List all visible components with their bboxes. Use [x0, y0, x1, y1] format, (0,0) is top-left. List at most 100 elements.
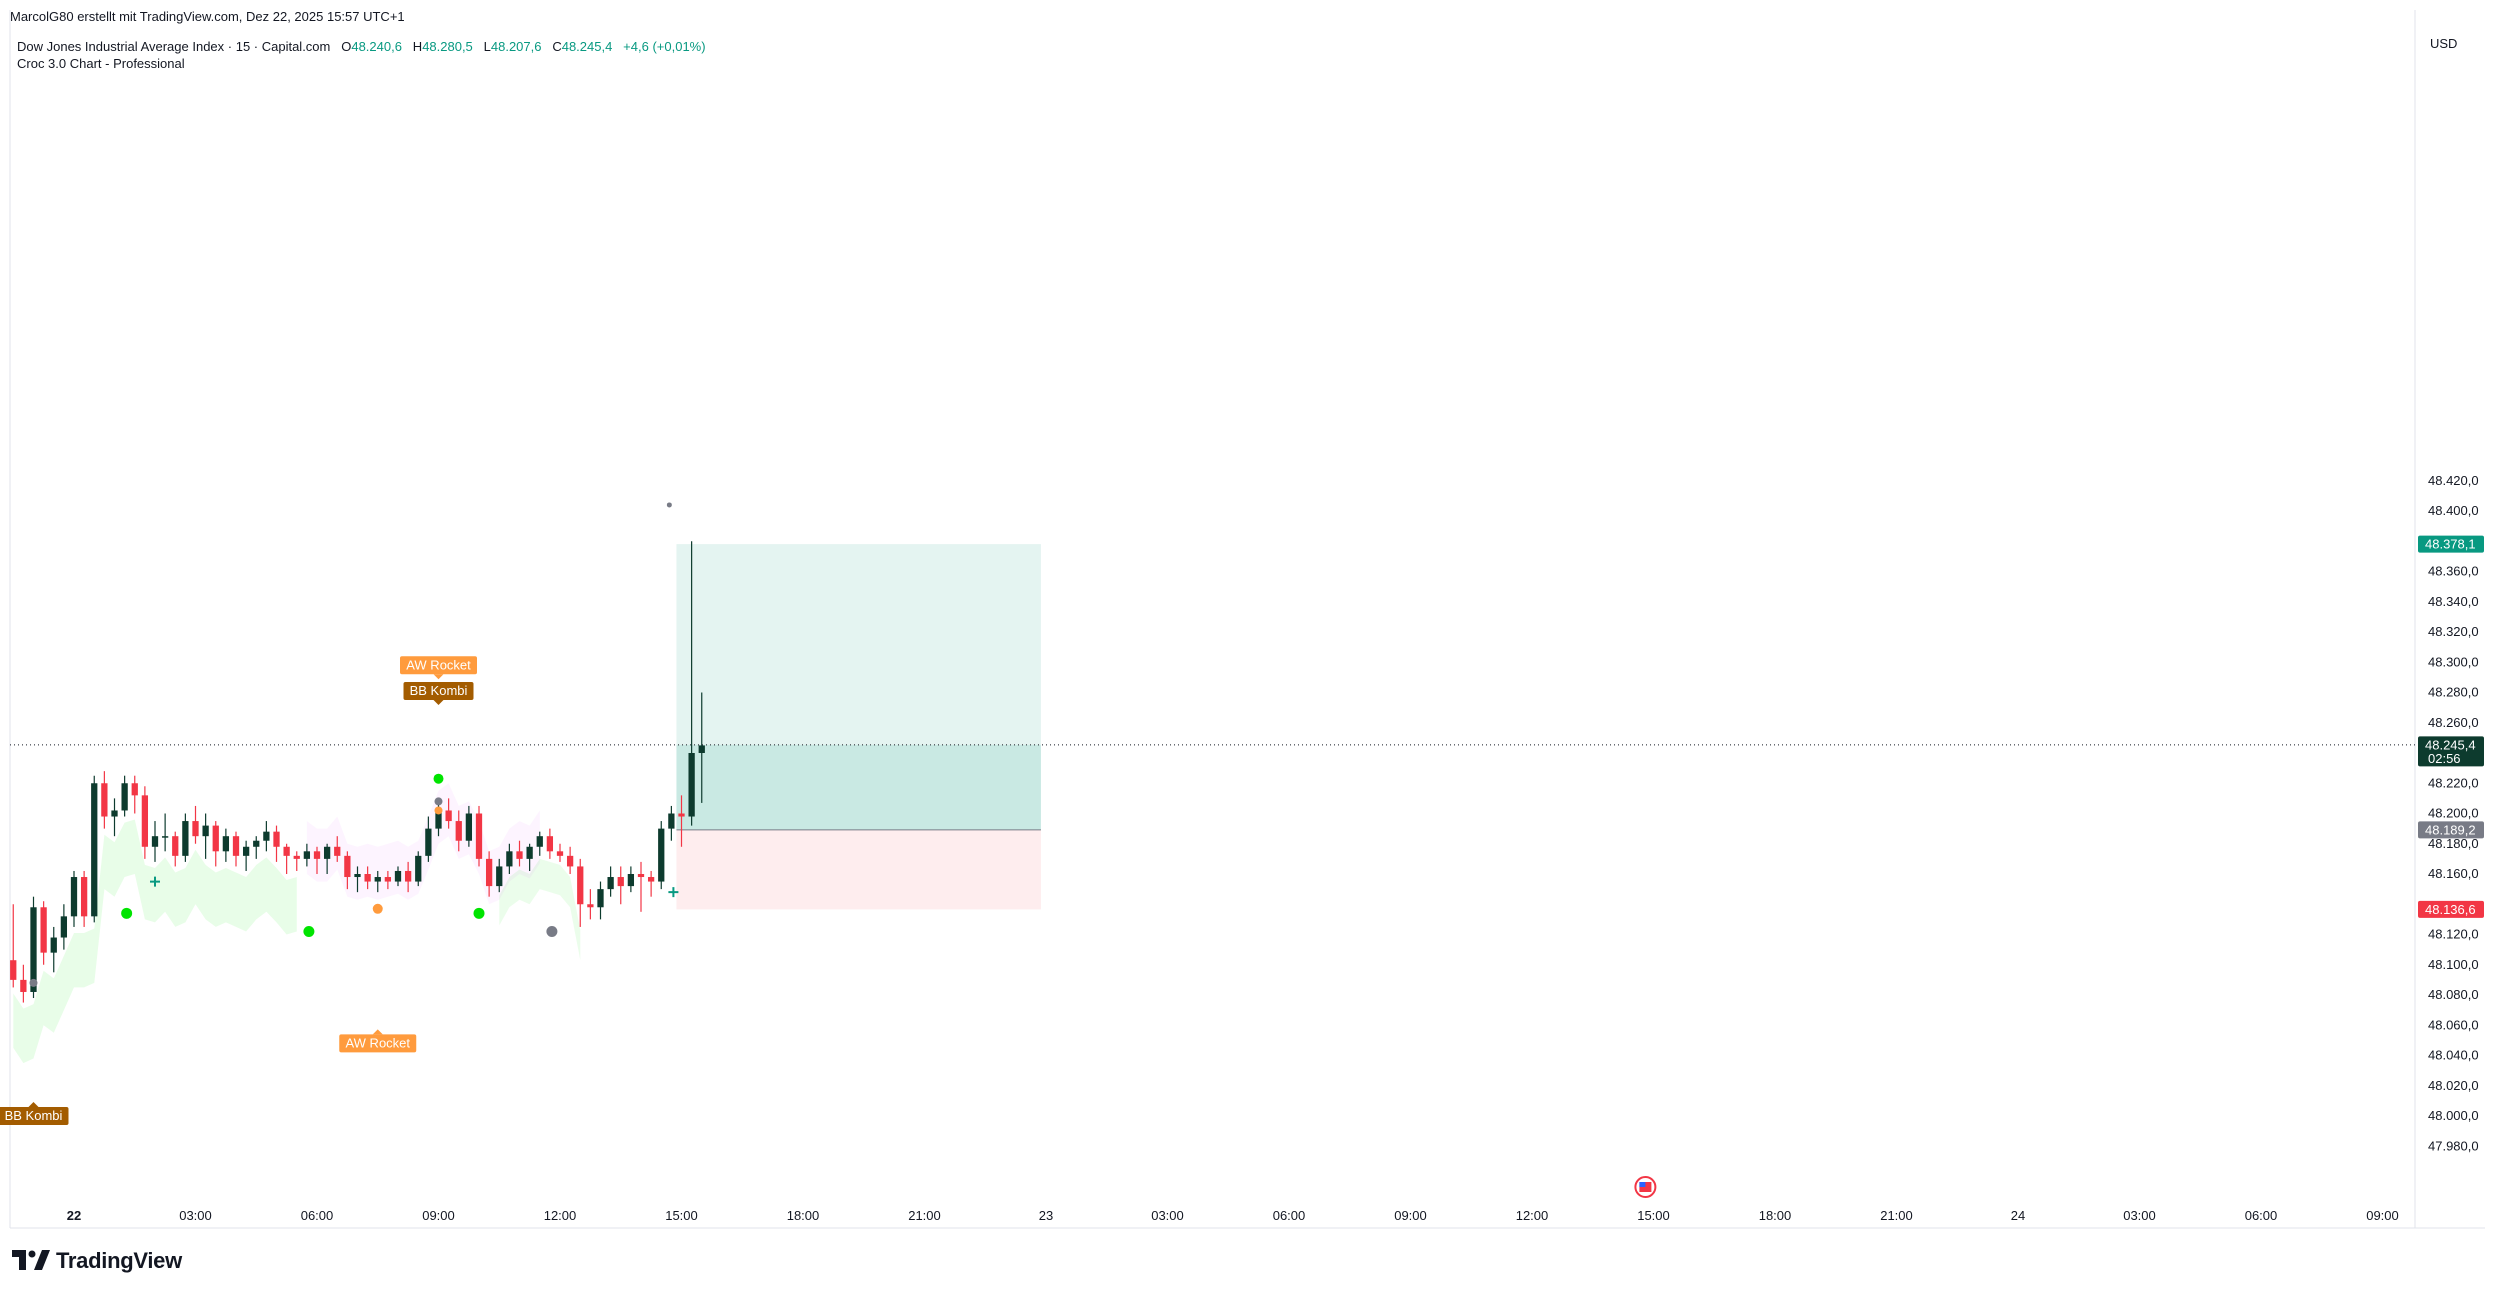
candle[interactable]: [91, 775, 98, 923]
candle[interactable]: [141, 786, 149, 859]
candle[interactable]: [192, 805, 199, 844]
candle[interactable]: [516, 840, 523, 867]
candle[interactable]: [60, 904, 68, 950]
candle[interactable]: [678, 795, 685, 847]
target-zone[interactable]: [676, 544, 1041, 830]
candle[interactable]: [587, 889, 594, 920]
candle[interactable]: [323, 843, 331, 874]
long-position-tool[interactable]: [676, 544, 1041, 910]
candle[interactable]: [688, 541, 695, 826]
candle[interactable]: [445, 798, 452, 829]
last-price-tag[interactable]: 48.245,402:56: [2418, 736, 2484, 767]
candle[interactable]: [465, 805, 473, 847]
profit-fill: [676, 744, 1041, 830]
candle[interactable]: [566, 846, 574, 874]
candles[interactable]: [10, 541, 705, 1003]
candle[interactable]: [384, 870, 392, 890]
candle[interactable]: [637, 861, 645, 912]
high-value: 48.280,5: [422, 39, 473, 54]
candle-body: [364, 874, 371, 882]
candle[interactable]: [607, 866, 614, 897]
price-axis[interactable]: 48.420,0 48.400,0 48.360,0 48.340,0 48.320,0…: [2418, 473, 2484, 1154]
us-flag-event-icon[interactable]: [1634, 1176, 1657, 1198]
candle[interactable]: [182, 813, 189, 862]
candle[interactable]: [253, 836, 260, 859]
candle[interactable]: [364, 866, 371, 890]
candle[interactable]: [232, 831, 240, 867]
indicator-name[interactable]: Croc 3.0 Chart - Professional: [17, 56, 185, 71]
candle[interactable]: [131, 775, 138, 814]
currency-label[interactable]: USD: [2430, 36, 2458, 51]
candle[interactable]: [475, 805, 483, 867]
candle[interactable]: [354, 866, 361, 893]
candle[interactable]: [40, 901, 47, 965]
candle[interactable]: [334, 836, 341, 862]
candle[interactable]: [161, 813, 169, 852]
candle[interactable]: [263, 821, 270, 852]
price-tick-label: 48.180,0: [2428, 836, 2479, 851]
candle[interactable]: [668, 805, 675, 841]
candle-body: [597, 889, 604, 908]
signal-dot: [666, 502, 672, 508]
candle[interactable]: [222, 828, 230, 862]
candle[interactable]: [80, 870, 88, 927]
candle[interactable]: [121, 775, 128, 817]
candle[interactable]: [101, 771, 108, 829]
candle[interactable]: [202, 813, 209, 859]
candle[interactable]: [283, 843, 290, 874]
time-tick-label: 12:00: [544, 1208, 577, 1223]
candle[interactable]: [273, 825, 280, 862]
candle[interactable]: [496, 858, 503, 893]
candle-body: [40, 907, 47, 953]
candle[interactable]: [597, 881, 604, 920]
symbol-legend[interactable]: Dow Jones Industrial Average Index · 15 …: [17, 37, 706, 56]
candle[interactable]: [394, 866, 402, 887]
stop-price-tag[interactable]: 48.136,6: [2418, 900, 2484, 918]
candle[interactable]: [344, 851, 351, 890]
candle[interactable]: [151, 821, 159, 862]
stop-zone[interactable]: [676, 829, 1041, 910]
candle[interactable]: [546, 828, 554, 859]
candle[interactable]: [455, 810, 462, 852]
signal-dot: [434, 797, 443, 806]
candle[interactable]: [415, 851, 422, 887]
candle[interactable]: [374, 870, 381, 893]
candle[interactable]: [10, 904, 17, 988]
last-price-tag-bg: [2418, 736, 2484, 767]
candle[interactable]: [577, 858, 584, 927]
candle[interactable]: [293, 851, 300, 871]
candle[interactable]: [172, 831, 179, 867]
price-tick-label: 48.100,0: [2428, 957, 2479, 972]
candle[interactable]: [658, 821, 665, 890]
candle[interactable]: [617, 866, 624, 905]
candle-body: [334, 846, 341, 856]
candle[interactable]: [647, 870, 655, 897]
candle[interactable]: [111, 798, 118, 837]
candle[interactable]: [20, 964, 27, 1003]
candle[interactable]: [212, 821, 219, 867]
candle[interactable]: [50, 926, 57, 973]
candle[interactable]: [242, 840, 250, 871]
candle-body: [161, 836, 169, 838]
candle[interactable]: [698, 692, 705, 803]
candle-body: [506, 851, 513, 867]
open-label: O: [341, 39, 352, 54]
candle[interactable]: [313, 846, 321, 874]
entry-price-tag[interactable]: 48.189,2: [2418, 821, 2484, 839]
time-axis[interactable]: 22 03:00 06:00 09:00 12:00 15:00 18:00 21:00 23 0…: [67, 1176, 2399, 1223]
candle[interactable]: [303, 843, 311, 867]
tradingview-logo[interactable]: TradingView: [12, 1246, 182, 1276]
price-tick-label: 48.060,0: [2428, 1017, 2479, 1032]
candle[interactable]: [627, 866, 635, 893]
candle[interactable]: [70, 870, 78, 927]
candle[interactable]: [556, 843, 564, 862]
candle-body: [617, 877, 624, 887]
candle[interactable]: [536, 831, 543, 856]
candle[interactable]: [485, 851, 493, 897]
target-price-tag[interactable]: 48.378,1: [2418, 535, 2484, 553]
candle[interactable]: [404, 861, 412, 893]
candle[interactable]: [506, 843, 513, 874]
candle[interactable]: [425, 816, 432, 862]
candle[interactable]: [526, 843, 533, 871]
